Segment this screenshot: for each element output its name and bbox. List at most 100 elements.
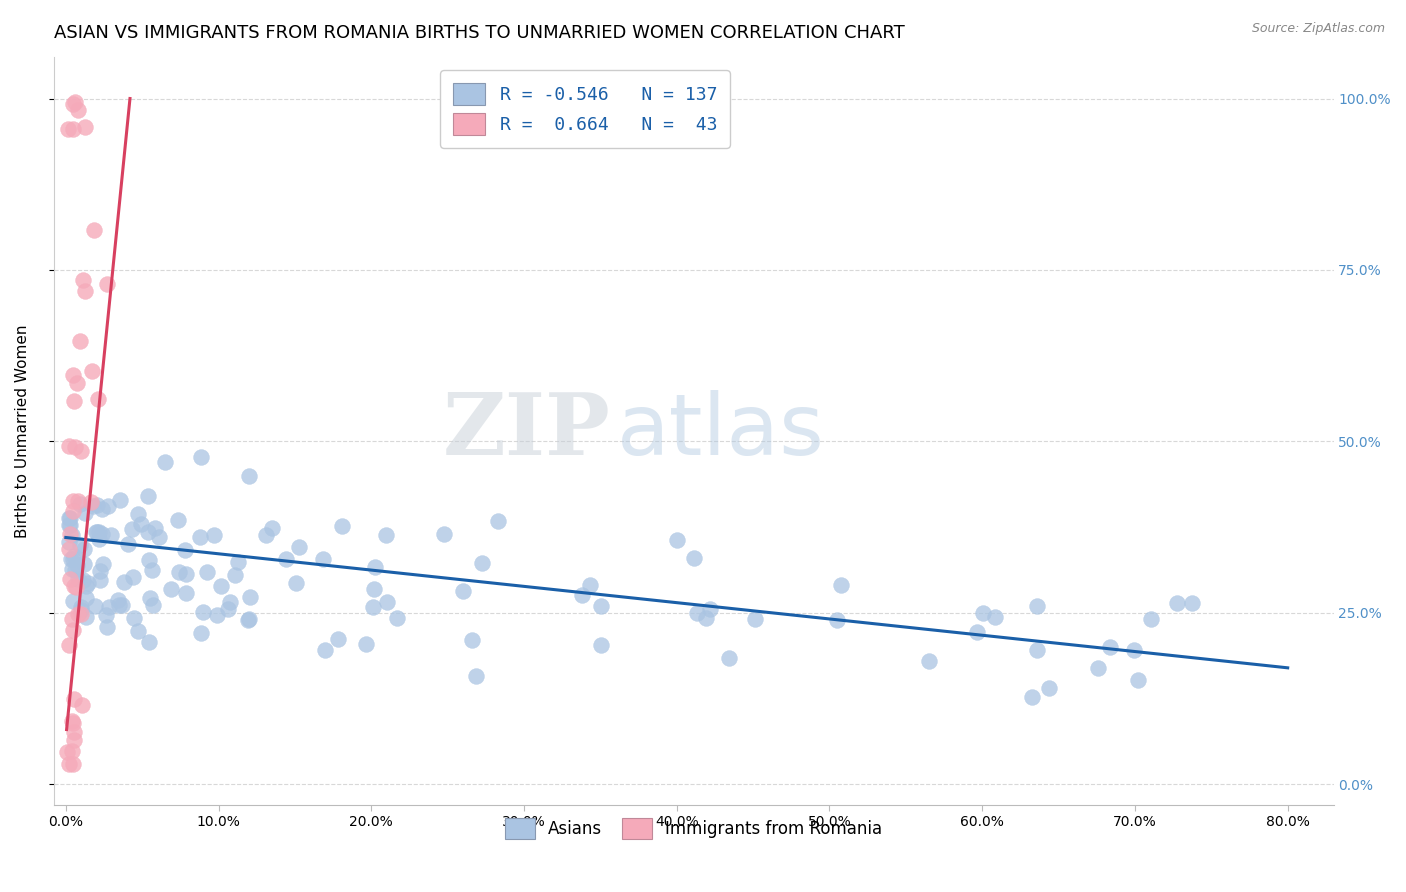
Point — [274, 552, 297, 566]
Text: ZIP: ZIP — [443, 389, 610, 473]
Point — [58, 756, 80, 771]
Point — [59, 510, 82, 524]
Point — [70, 603, 93, 617]
Point — [1126, 673, 1149, 687]
Point — [56, 122, 79, 136]
Point — [314, 643, 336, 657]
Point — [58, 517, 80, 532]
Point — [69, 538, 91, 552]
Point — [486, 514, 509, 528]
Point — [87, 532, 110, 546]
Point — [354, 637, 377, 651]
Point — [254, 528, 277, 542]
Point — [60, 551, 83, 566]
Point — [73, 558, 96, 572]
Point — [666, 533, 689, 548]
Point — [699, 602, 721, 616]
Point — [127, 624, 149, 638]
Point — [58, 535, 80, 549]
Point — [59, 518, 82, 533]
Point — [218, 595, 240, 609]
Point — [176, 566, 198, 581]
Point — [96, 607, 118, 622]
Point — [86, 498, 108, 512]
Point — [66, 493, 89, 508]
Point — [67, 103, 90, 117]
Point — [111, 599, 134, 613]
Point — [66, 376, 89, 390]
Point — [138, 635, 160, 649]
Point — [70, 599, 93, 614]
Point — [1026, 599, 1049, 613]
Point — [142, 598, 165, 612]
Point — [375, 595, 398, 609]
Point — [1140, 612, 1163, 626]
Point — [589, 599, 612, 614]
Point — [363, 582, 385, 596]
Point — [451, 584, 474, 599]
Point — [96, 620, 118, 634]
Point — [148, 530, 170, 544]
Point — [136, 489, 159, 503]
Point — [236, 613, 259, 627]
Point — [744, 612, 766, 626]
Point — [1123, 642, 1146, 657]
Point — [60, 612, 83, 626]
Point — [191, 605, 214, 619]
Point — [62, 504, 84, 518]
Point — [66, 558, 89, 572]
Point — [129, 516, 152, 531]
Point — [63, 549, 86, 563]
Point — [209, 579, 232, 593]
Point — [578, 578, 600, 592]
Text: Source: ZipAtlas.com: Source: ZipAtlas.com — [1251, 22, 1385, 36]
Point — [83, 599, 105, 614]
Point — [62, 716, 84, 731]
Point — [72, 573, 94, 587]
Point — [60, 714, 83, 728]
Point — [361, 600, 384, 615]
Point — [190, 450, 212, 464]
Point — [217, 602, 239, 616]
Point — [1087, 661, 1109, 675]
Point — [56, 745, 79, 759]
Point — [1025, 642, 1047, 657]
Point — [62, 552, 84, 566]
Point — [138, 553, 160, 567]
Point — [262, 521, 284, 535]
Point — [160, 582, 183, 596]
Point — [69, 334, 91, 349]
Point — [167, 513, 190, 527]
Point — [84, 524, 107, 539]
Point — [87, 525, 110, 540]
Point — [58, 510, 80, 524]
Point — [73, 542, 96, 557]
Point — [139, 591, 162, 606]
Point — [65, 580, 87, 594]
Point — [238, 611, 260, 625]
Point — [59, 572, 82, 586]
Y-axis label: Births to Unmarried Women: Births to Unmarried Women — [15, 325, 30, 538]
Point — [75, 591, 97, 605]
Point — [374, 527, 396, 541]
Point — [59, 527, 82, 541]
Point — [830, 578, 852, 592]
Point — [984, 610, 1007, 624]
Point — [686, 606, 709, 620]
Point — [143, 521, 166, 535]
Point — [966, 624, 988, 639]
Point — [387, 611, 409, 625]
Point — [288, 540, 311, 554]
Point — [69, 607, 91, 621]
Point — [1098, 640, 1121, 654]
Point — [100, 528, 122, 542]
Point — [83, 223, 105, 237]
Point — [464, 669, 486, 683]
Point — [63, 440, 86, 454]
Point — [108, 599, 131, 613]
Point — [825, 614, 848, 628]
Point — [62, 368, 84, 382]
Point — [471, 557, 494, 571]
Point — [190, 626, 212, 640]
Point — [1038, 681, 1060, 695]
